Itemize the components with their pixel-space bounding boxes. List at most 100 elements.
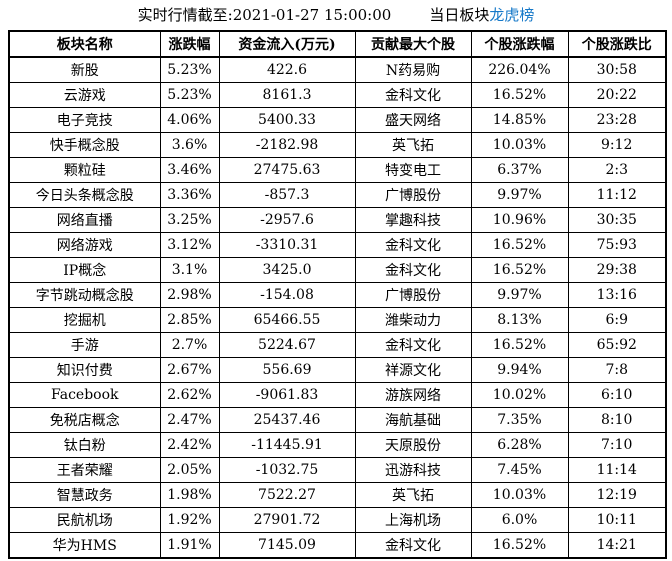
stock-link[interactable]: 特变电工 — [354, 157, 472, 183]
stock-change-pct: 16.52% — [470, 257, 569, 283]
sector-link[interactable]: 网络直播 — [8, 207, 161, 233]
sector-link[interactable]: 王者荣耀 — [8, 457, 161, 483]
stock-link[interactable]: 上海机场 — [354, 507, 472, 533]
stock-change-pct: 10.96% — [470, 207, 569, 233]
capital-inflow-value: 27475.63 — [218, 157, 356, 183]
table-row: 王者荣耀 2.05% -1032.75 迅游科技 7.45% 11:14 — [8, 457, 667, 483]
table-row: 网络直播 3.25% -2957.6 掌趣科技 10.96% 30:35 — [8, 207, 667, 233]
sector-link[interactable]: 快手概念股 — [8, 132, 161, 158]
capital-inflow-value: 7145.09 — [218, 532, 356, 559]
longhu-board-link[interactable]: 龙虎榜 — [489, 6, 535, 24]
capital-inflow-value: -1032.75 — [218, 457, 356, 483]
title-bar: 实时行情截至:2021-01-27 15:00:00 当日板块龙虎榜 — [0, 0, 672, 30]
stock-change-pct: 10.02% — [470, 382, 569, 408]
sector-link[interactable]: 云游戏 — [8, 82, 161, 108]
sector-change-pct: 4.06% — [159, 107, 220, 133]
stock-link[interactable]: 天原股份 — [354, 432, 472, 458]
stock-link[interactable]: 金科文化 — [354, 332, 472, 358]
sector-change-pct: 2.62% — [159, 382, 220, 408]
capital-inflow-value: 3425.0 — [218, 257, 356, 283]
sector-change-pct: 2.98% — [159, 282, 220, 308]
stock-link[interactable]: N药易购 — [354, 56, 472, 83]
sector-link[interactable]: 知识付费 — [8, 357, 161, 383]
sector-link[interactable]: 颗粒硅 — [8, 157, 161, 183]
sector-change-pct: 3.46% — [159, 157, 220, 183]
updown-ratio: 30:58 — [567, 56, 667, 83]
table-row: 网络游戏 3.12% -3310.31 金科文化 16.52% 75:93 — [8, 232, 667, 258]
table-row: 钛白粉 2.42% -11445.91 天原股份 6.28% 7:10 — [8, 432, 667, 458]
stock-link[interactable]: 广博股份 — [354, 182, 472, 208]
table-row: 云游戏 5.23% 8161.3 金科文化 16.52% 20:22 — [8, 82, 667, 108]
sector-link[interactable]: 网络游戏 — [8, 232, 161, 258]
sector-link[interactable]: Facebook — [8, 382, 161, 408]
capital-inflow-value: 556.69 — [218, 357, 356, 383]
sector-link[interactable]: 免税店概念 — [8, 407, 161, 433]
sector-link[interactable]: 智慧政务 — [8, 482, 161, 508]
sector-change-pct: 5.23% — [159, 56, 220, 83]
sector-link[interactable]: 新股 — [8, 56, 161, 83]
updown-ratio: 11:12 — [567, 182, 667, 208]
sector-link[interactable]: IP概念 — [8, 257, 161, 283]
capital-inflow-value: -2957.6 — [218, 207, 356, 233]
updown-ratio: 29:38 — [567, 257, 667, 283]
sector-change-pct: 1.92% — [159, 507, 220, 533]
stock-link[interactable]: 祥源文化 — [354, 357, 472, 383]
stock-link[interactable]: 英飞拓 — [354, 132, 472, 158]
table-row: 字节跳动概念股 2.98% -154.08 广博股份 9.97% 13:16 — [8, 282, 667, 308]
header-row: 板块名称 涨跌幅 资金流入(万元) 贡献最大个股 个股涨跌幅 个股涨跌比 — [8, 30, 667, 58]
sector-link[interactable]: 华为HMS — [8, 532, 161, 559]
capital-inflow-value: 27901.72 — [218, 507, 356, 533]
sector-link[interactable]: 今日头条概念股 — [8, 182, 161, 208]
stock-link[interactable]: 金科文化 — [354, 532, 472, 559]
sector-change-pct: 1.91% — [159, 532, 220, 559]
header-top-stock: 贡献最大个股 — [354, 30, 472, 58]
table-row: 知识付费 2.67% 556.69 祥源文化 9.94% 7:8 — [8, 357, 667, 383]
sector-change-pct: 3.6% — [159, 132, 220, 158]
stock-change-pct: 14.85% — [470, 107, 569, 133]
stock-link[interactable]: 海航基础 — [354, 407, 472, 433]
header-capital-inflow-sort[interactable]: 资金流入(万元) — [218, 30, 356, 58]
stock-link[interactable]: 广博股份 — [354, 282, 472, 308]
sector-change-pct: 3.25% — [159, 207, 220, 233]
stock-link[interactable]: 金科文化 — [354, 82, 472, 108]
stock-change-pct: 16.52% — [470, 532, 569, 559]
updown-ratio: 30:35 — [567, 207, 667, 233]
stock-link[interactable]: 游族网络 — [354, 382, 472, 408]
sector-longhu-table: 板块名称 涨跌幅 资金流入(万元) 贡献最大个股 个股涨跌幅 个股涨跌比 新股 … — [8, 30, 667, 559]
capital-inflow-value: -11445.91 — [218, 432, 356, 458]
updown-ratio: 13:16 — [567, 282, 667, 308]
updown-ratio: 20:22 — [567, 82, 667, 108]
sector-change-pct: 5.23% — [159, 82, 220, 108]
updown-ratio: 12:19 — [567, 482, 667, 508]
stock-link[interactable]: 金科文化 — [354, 232, 472, 258]
updown-ratio: 2:3 — [567, 157, 667, 183]
stock-change-pct: 7.35% — [470, 407, 569, 433]
stock-change-pct: 10.03% — [470, 482, 569, 508]
stock-link[interactable]: 英飞拓 — [354, 482, 472, 508]
sector-link[interactable]: 民航机场 — [8, 507, 161, 533]
header-updown-ratio: 个股涨跌比 — [567, 30, 667, 58]
updown-ratio: 10:11 — [567, 507, 667, 533]
stock-link[interactable]: 金科文化 — [354, 257, 472, 283]
capital-inflow-value: -2182.98 — [218, 132, 356, 158]
capital-inflow-value: -9061.83 — [218, 382, 356, 408]
stock-link[interactable]: 掌趣科技 — [354, 207, 472, 233]
sector-link[interactable]: 手游 — [8, 332, 161, 358]
stock-link[interactable]: 盛天网络 — [354, 107, 472, 133]
quote-timestamp: 实时行情截至:2021-01-27 15:00:00 — [137, 6, 392, 24]
table-row: 民航机场 1.92% 27901.72 上海机场 6.0% 10:11 — [8, 507, 667, 533]
table-row: 智慧政务 1.98% 7522.27 英飞拓 10.03% 12:19 — [8, 482, 667, 508]
sector-change-pct: 2.05% — [159, 457, 220, 483]
sector-link[interactable]: 电子竞技 — [8, 107, 161, 133]
capital-inflow-value: 7522.27 — [218, 482, 356, 508]
capital-inflow-value: -3310.31 — [218, 232, 356, 258]
header-change-pct-sort[interactable]: 涨跌幅 — [159, 30, 220, 58]
table-row: 今日头条概念股 3.36% -857.3 广博股份 9.97% 11:12 — [8, 182, 667, 208]
stock-link[interactable]: 迅游科技 — [354, 457, 472, 483]
sector-link[interactable]: 字节跳动概念股 — [8, 282, 161, 308]
stock-link[interactable]: 潍柴动力 — [354, 307, 472, 333]
sector-link[interactable]: 钛白粉 — [8, 432, 161, 458]
stock-change-pct: 226.04% — [470, 56, 569, 83]
sector-link[interactable]: 挖掘机 — [8, 307, 161, 333]
